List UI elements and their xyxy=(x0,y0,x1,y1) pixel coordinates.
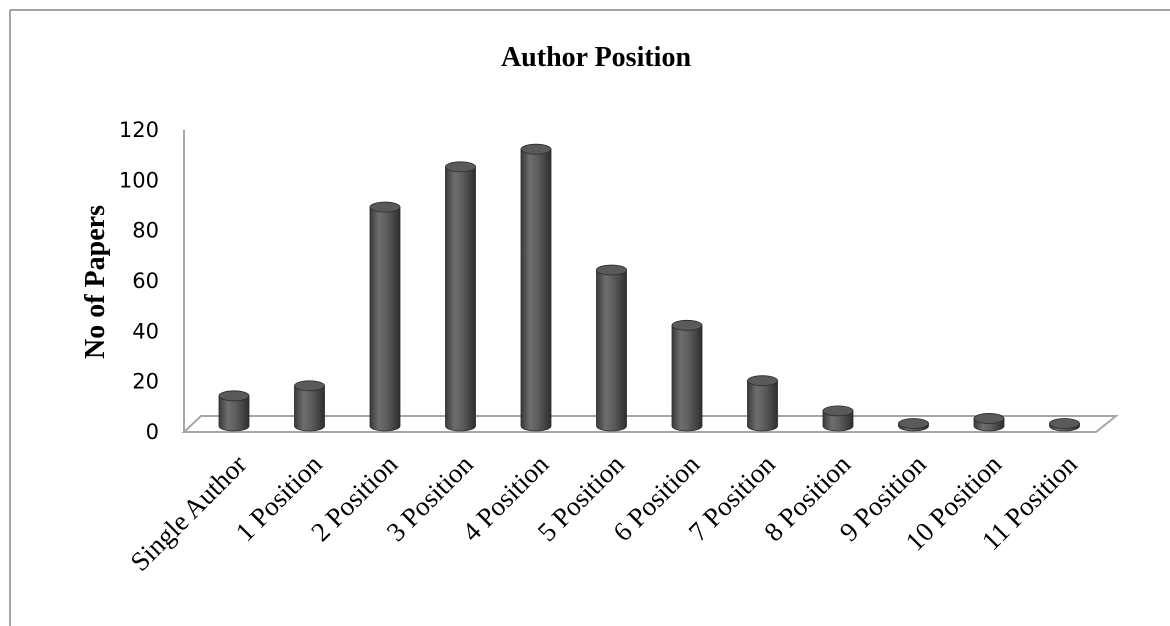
bar xyxy=(822,405,854,432)
y-tick-label: 40 xyxy=(132,319,159,343)
bar-cap xyxy=(520,143,552,155)
bar-body xyxy=(294,385,325,432)
x-tick-label: Single Author xyxy=(124,449,252,577)
bar-body xyxy=(369,206,401,432)
bars xyxy=(218,143,1080,432)
bar xyxy=(973,413,1005,432)
bar-body xyxy=(747,380,778,432)
y-tick-label: 120 xyxy=(119,118,159,142)
bar-body xyxy=(445,166,476,432)
bar xyxy=(898,418,929,432)
bar-cap xyxy=(898,418,929,429)
bar xyxy=(1049,418,1080,432)
bar xyxy=(596,264,627,432)
floor-plane xyxy=(181,415,1119,433)
bar-cap xyxy=(671,319,703,331)
bar xyxy=(747,375,778,432)
bar xyxy=(369,201,401,432)
y-tick-label: 20 xyxy=(132,370,159,394)
y-tick-label: 0 xyxy=(146,420,159,444)
bar-body xyxy=(520,148,552,432)
bar-cap xyxy=(747,375,778,387)
bar-body xyxy=(671,324,703,432)
bar xyxy=(218,390,250,432)
bar-cap xyxy=(822,405,854,417)
bar-body xyxy=(218,395,250,432)
bar-cap xyxy=(369,201,401,213)
bar-cap xyxy=(218,390,250,402)
bar-cap xyxy=(445,161,476,173)
y-tick-label: 80 xyxy=(132,219,159,243)
y-axis-label: No of Papers xyxy=(80,205,111,359)
bar-cap xyxy=(294,380,325,392)
bar-cap xyxy=(973,413,1005,424)
axes xyxy=(181,130,1119,433)
bar xyxy=(445,161,476,432)
y-tick-label: 100 xyxy=(119,168,159,192)
bar xyxy=(671,319,703,432)
bar-body xyxy=(822,410,854,432)
bar xyxy=(520,143,552,432)
bar xyxy=(294,380,325,432)
bar-cap xyxy=(1049,418,1080,429)
chart-title: Author Position xyxy=(501,42,691,73)
y-tick-label: 60 xyxy=(132,269,159,293)
y-tick-labels: 0 20 40 60 80 100 120 xyxy=(119,118,159,444)
bar-body xyxy=(596,269,627,432)
bar-cap xyxy=(596,264,627,276)
